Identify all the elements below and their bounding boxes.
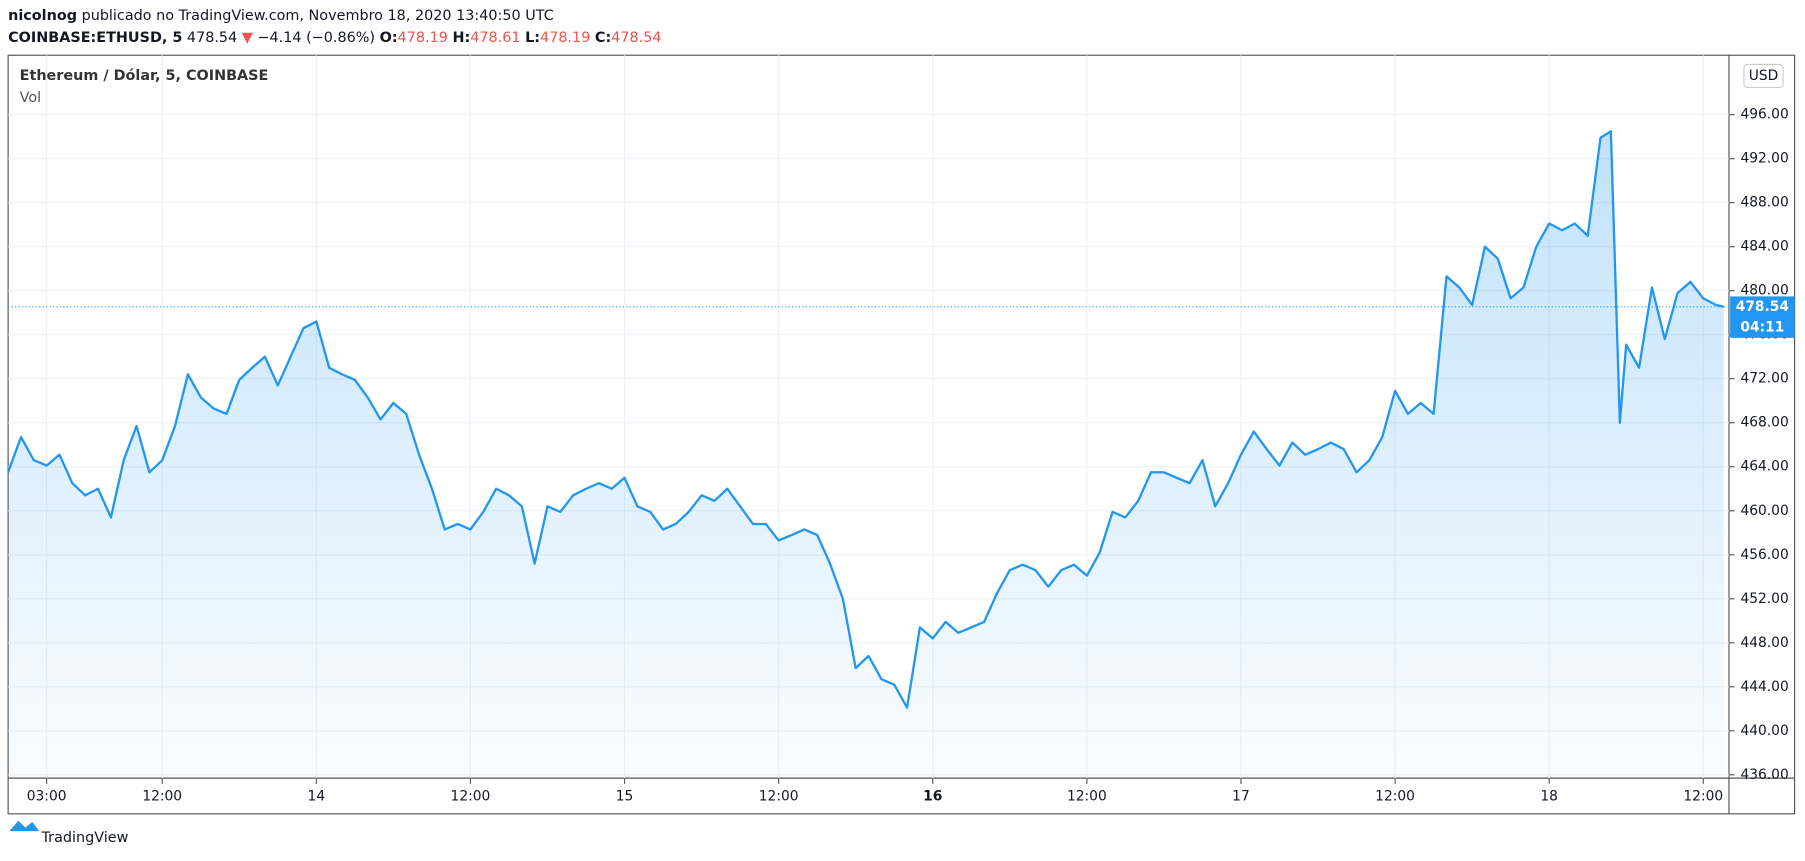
author: nicolnog <box>8 8 77 24</box>
x-tick-label: 12:00 <box>759 789 799 805</box>
y-tick-label: 452.00 <box>1740 591 1788 607</box>
y-tick-label: 444.00 <box>1740 679 1788 695</box>
last-price-badge <box>1730 296 1795 338</box>
y-tick-label: 492.00 <box>1740 151 1788 167</box>
x-tick-label: 12:00 <box>1683 789 1723 805</box>
x-tick-label: 12:00 <box>142 789 182 805</box>
symbol: COINBASE:ETHUSD, 5 <box>8 30 182 46</box>
x-tick-label: 16 <box>923 789 942 805</box>
l-label: L: <box>525 30 540 46</box>
close: 478.54 <box>611 30 661 46</box>
currency-box[interactable] <box>1743 63 1784 89</box>
y-tick-label: 464.00 <box>1740 459 1788 475</box>
c-label: C: <box>595 30 611 46</box>
h-label: H: <box>452 30 470 46</box>
x-tick-label: 14 <box>308 789 326 805</box>
countdown: 04:11 <box>1740 319 1784 335</box>
o-label: O: <box>380 30 398 46</box>
y-tick-label: 440.00 <box>1740 723 1788 739</box>
chart-title: Ethereum / Dólar, 5, COINBASE <box>20 68 269 84</box>
x-tick-label: 18 <box>1540 789 1558 805</box>
y-tick-label: 456.00 <box>1740 547 1788 563</box>
price-line <box>7 130 1725 709</box>
header-line: nicolnog publicado no TradingView.com, N… <box>8 8 554 24</box>
currency: USD <box>1749 68 1778 84</box>
high: 478.61 <box>470 30 520 46</box>
y-tick-label: 472.00 <box>1740 371 1788 387</box>
change: −4.14 (−0.86%) <box>257 30 375 46</box>
y-tick-label: 484.00 <box>1740 239 1788 255</box>
area-fill <box>8 131 1724 779</box>
brand: TradingView <box>41 830 129 846</box>
y-tick-label: 468.00 <box>1740 415 1788 431</box>
vol-label: Vol <box>20 90 42 106</box>
last-price-label: 478.54 <box>1736 299 1789 315</box>
open: 478.19 <box>398 30 448 46</box>
low: 478.19 <box>540 30 590 46</box>
x-tick-label: 03:00 <box>27 789 67 805</box>
price: 478.54 <box>187 30 237 46</box>
logo <box>9 820 40 832</box>
y-tick-label: 488.00 <box>1740 195 1788 211</box>
y-tick-label: 436.00 <box>1740 767 1788 783</box>
y-tick-label: 448.00 <box>1740 635 1788 651</box>
y-tick-label: 480.00 <box>1740 283 1788 299</box>
arrow: ▼ <box>242 30 254 46</box>
y-tick-label: 460.00 <box>1740 503 1788 519</box>
x-tick-label: 12:00 <box>1375 789 1415 805</box>
x-tick-label: 12:00 <box>451 789 491 805</box>
x-tick-label: 12:00 <box>1067 789 1107 805</box>
x-tick-label: 17 <box>1232 789 1250 805</box>
published: publicado no TradingView.com, Novembro 1… <box>82 8 554 24</box>
frame <box>7 54 1796 815</box>
y-tick-label: 496.00 <box>1740 107 1788 123</box>
x-tick-label: 15 <box>616 789 634 805</box>
header-line: COINBASE:ETHUSD, 5 478.54 ▼ −4.14 (−0.86… <box>8 30 661 46</box>
